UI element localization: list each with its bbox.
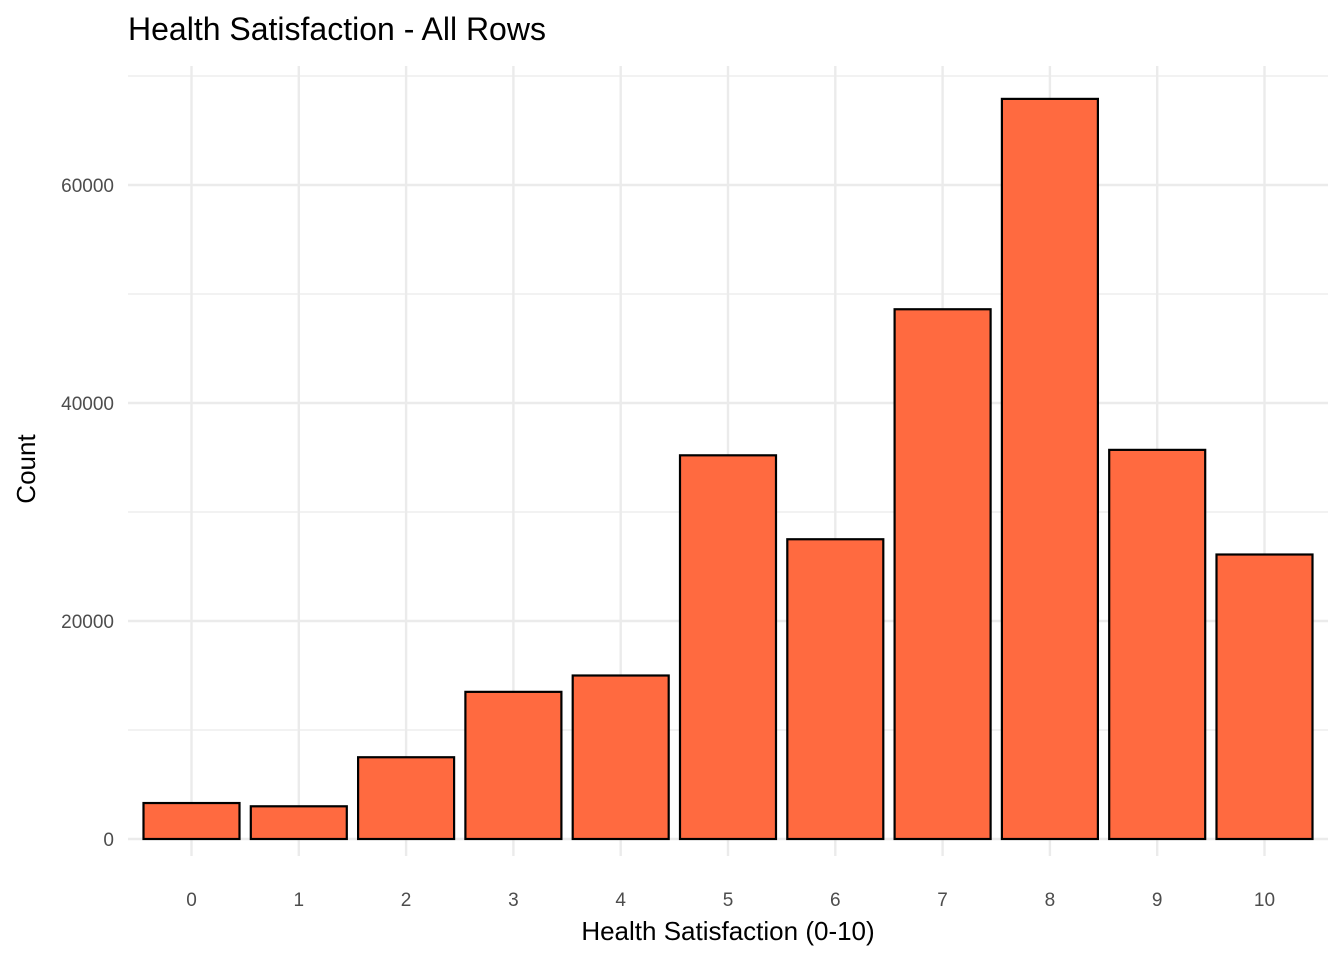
y-axis-ticks: 0 20000 40000 60000: [61, 176, 114, 851]
bar-4: [571, 674, 670, 841]
bar-2: [357, 756, 456, 841]
y-axis-label: Count: [11, 434, 41, 504]
x-tick-label: 7: [937, 890, 948, 911]
x-axis-ticks: 0 1 2 3 4 5 6 7 8 9 10: [186, 890, 1275, 911]
bar-0: [142, 801, 241, 841]
x-tick-label: 4: [615, 890, 626, 911]
bar-1: [249, 805, 348, 841]
y-tick-label: 40000: [61, 394, 114, 415]
x-tick-label: 5: [723, 890, 734, 911]
bar-5: [678, 454, 778, 841]
y-tick-label: 20000: [61, 612, 114, 633]
bar-7: [893, 308, 992, 841]
bars: [142, 97, 1314, 841]
bar-10: [1215, 553, 1314, 841]
x-tick-label: 9: [1152, 890, 1163, 911]
x-tick-label: 1: [294, 890, 305, 911]
bar-6: [786, 538, 885, 841]
x-tick-label: 0: [186, 890, 197, 911]
x-tick-label: 3: [508, 890, 519, 911]
x-tick-label: 2: [401, 890, 412, 911]
x-tick-label: 6: [830, 890, 841, 911]
x-axis-label: Health Satisfaction (0-10): [581, 916, 874, 946]
x-tick-label: 8: [1045, 890, 1056, 911]
y-tick-label: 60000: [61, 176, 114, 197]
x-tick-label: 10: [1254, 890, 1275, 911]
bar-9: [1108, 448, 1207, 841]
bar-8: [1000, 97, 1100, 841]
y-tick-label: 0: [103, 830, 114, 851]
bar-3: [464, 690, 563, 841]
chart-title: Health Satisfaction - All Rows: [128, 11, 546, 47]
